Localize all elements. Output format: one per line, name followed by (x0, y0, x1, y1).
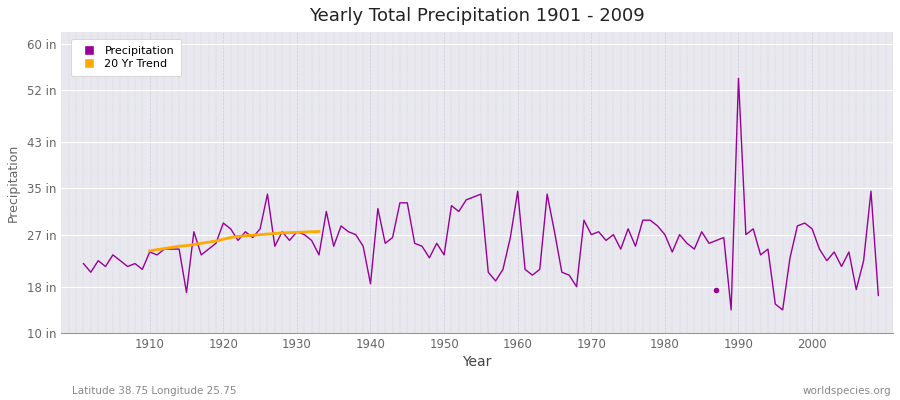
Y-axis label: Precipitation: Precipitation (7, 144, 20, 222)
Text: Latitude 38.75 Longitude 25.75: Latitude 38.75 Longitude 25.75 (72, 386, 237, 396)
X-axis label: Year: Year (463, 355, 492, 369)
Legend: Precipitation, 20 Yr Trend: Precipitation, 20 Yr Trend (71, 39, 181, 76)
Title: Yearly Total Precipitation 1901 - 2009: Yearly Total Precipitation 1901 - 2009 (310, 7, 645, 25)
Text: worldspecies.org: worldspecies.org (803, 386, 891, 396)
